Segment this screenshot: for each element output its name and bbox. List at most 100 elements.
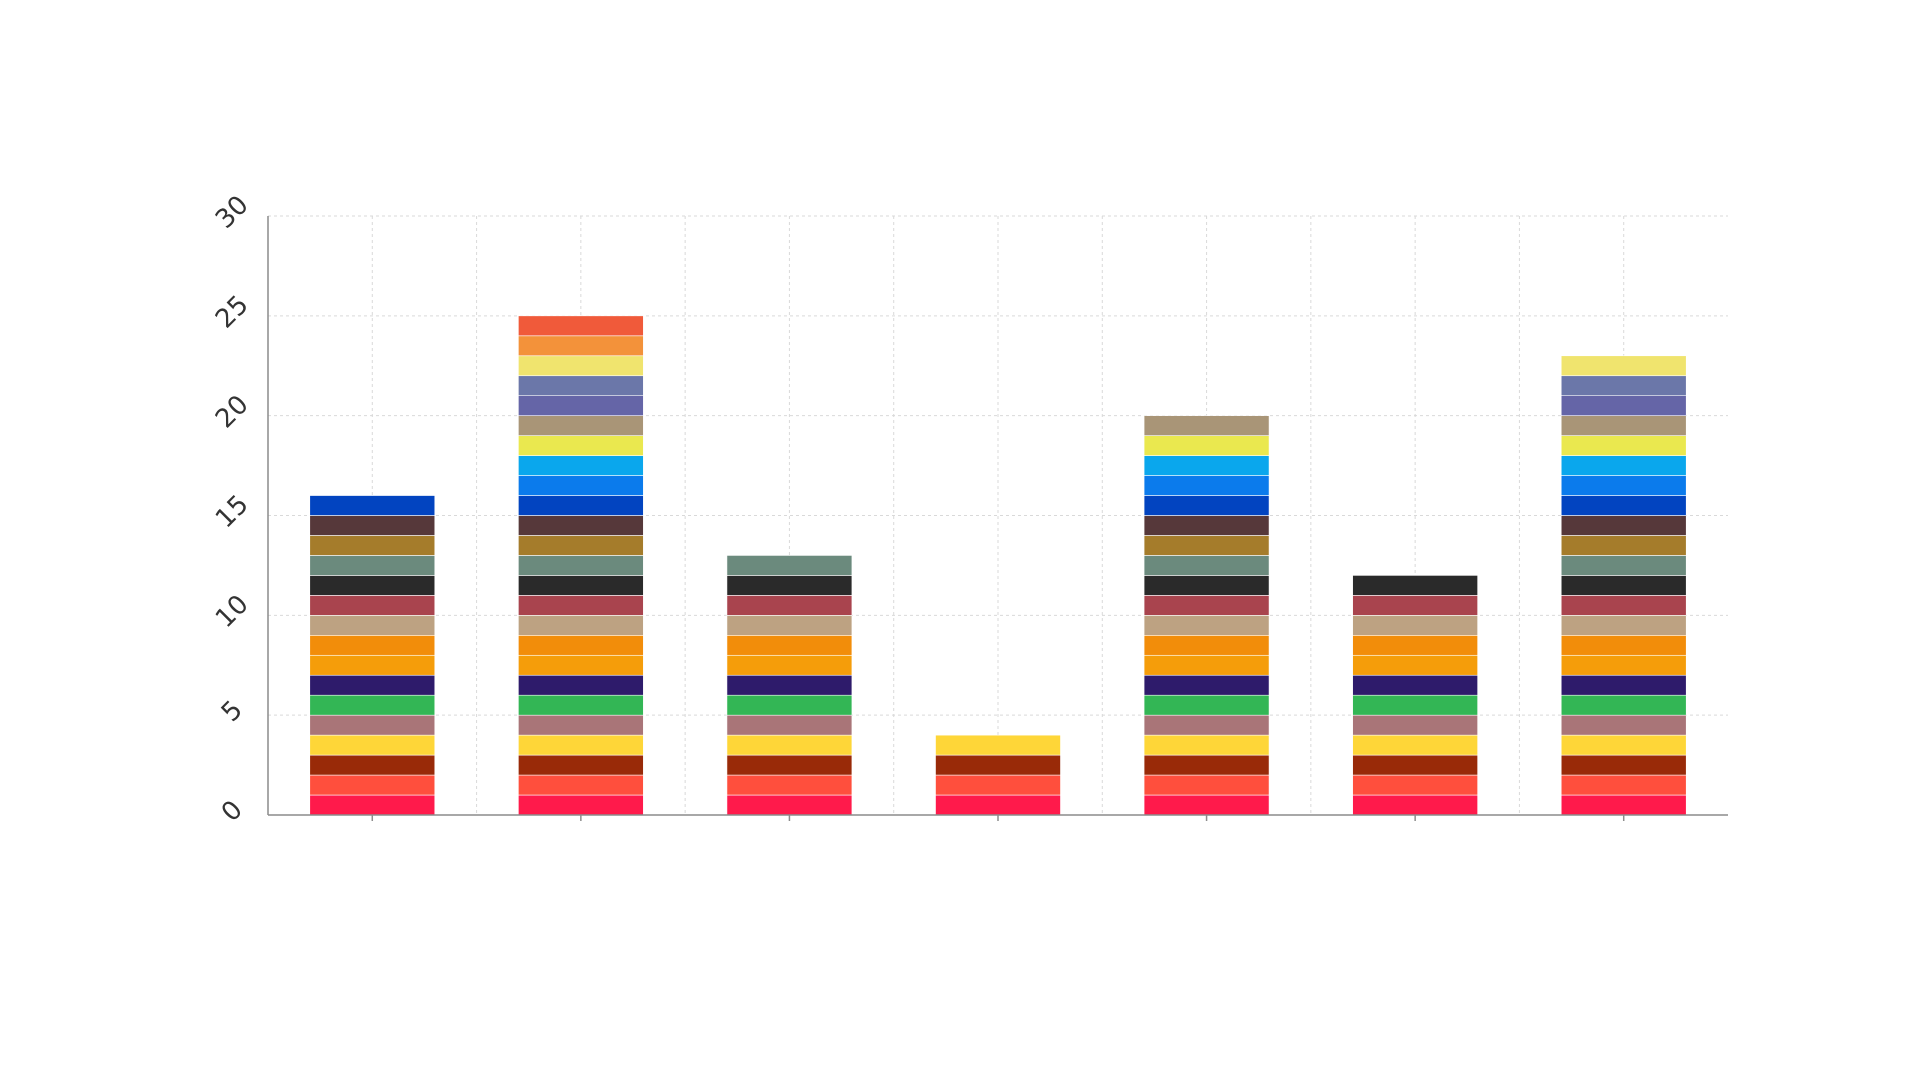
bar-segment [1560, 475, 1687, 496]
bar-segment [309, 515, 436, 536]
bar-segment [1352, 615, 1478, 636]
bar-segment [518, 455, 644, 476]
bar-segment [1143, 754, 1270, 776]
bar-segment [726, 654, 853, 676]
bar-segment [1560, 435, 1687, 456]
bar-segment [309, 734, 436, 756]
bar-segment [935, 754, 1061, 776]
bar-segment [1352, 654, 1478, 676]
bar-segment [1560, 674, 1687, 696]
bar-segment [518, 555, 644, 576]
bar-segment [1352, 774, 1478, 796]
bar-segment [518, 475, 644, 496]
bar-stack [309, 495, 436, 816]
bar-segment [1143, 455, 1270, 476]
bar-segment [726, 794, 853, 816]
bar-segment [518, 515, 644, 536]
bar-stack [518, 315, 644, 816]
axes [267, 216, 1728, 821]
bar-segment [1143, 415, 1270, 436]
bar-segment [1143, 714, 1270, 736]
bar-segment [1143, 535, 1270, 556]
bar-segment [726, 694, 853, 716]
bar-segment [1352, 575, 1478, 596]
bar-segment [1143, 575, 1270, 596]
bar-segment [935, 734, 1061, 756]
bar-segment [726, 754, 853, 776]
bar-segment [518, 415, 644, 436]
bar-segment [726, 774, 853, 796]
bar-segment [309, 674, 436, 696]
bar-segment [518, 355, 644, 377]
bar-segment [1143, 595, 1270, 616]
bar-segment [1143, 475, 1270, 496]
bar-segment [518, 634, 644, 656]
bar-segment [518, 754, 644, 776]
bar-segment [309, 495, 436, 516]
bars [309, 315, 1687, 816]
y-tick-label: 0 [216, 795, 249, 828]
bar-segment [726, 674, 853, 696]
bar-segment [309, 575, 436, 596]
bar-segment [309, 654, 436, 676]
bar-segment [1143, 495, 1270, 516]
bar-segment [518, 575, 644, 596]
bar-segment [518, 734, 644, 756]
bar-segment [1560, 375, 1687, 397]
bar-segment [1143, 555, 1270, 576]
bar-segment [1560, 754, 1687, 776]
bar-segment [518, 435, 644, 456]
bar-segment [309, 694, 436, 716]
bar-segment [726, 714, 853, 736]
y-tick-label: 20 [210, 390, 255, 435]
bar-segment [1560, 495, 1687, 516]
bar-segment [518, 375, 644, 397]
bar-stack [726, 555, 853, 816]
bar-segment [309, 595, 436, 616]
bar-segment [518, 395, 644, 416]
bar-segment [726, 615, 853, 636]
bar-segment [1143, 694, 1270, 716]
y-tick-label: 25 [210, 290, 255, 335]
bar-segment [1560, 555, 1687, 576]
bar-segment [1352, 674, 1478, 696]
bar-segment [1352, 794, 1478, 816]
bar-stack [935, 734, 1061, 816]
bar-segment [1352, 595, 1478, 616]
bar-segment [1143, 674, 1270, 696]
bar-segment [1560, 734, 1687, 756]
bar-segment [726, 575, 853, 596]
bar-segment [1143, 654, 1270, 676]
bar-segment [309, 555, 436, 576]
bar-segment [1560, 455, 1687, 476]
y-tick-label: 5 [216, 695, 249, 728]
bar-segment [1352, 634, 1478, 656]
bar-segment [935, 774, 1061, 796]
bar-segment [309, 754, 436, 776]
bar-segment [309, 535, 436, 556]
bar-segment [1560, 575, 1687, 596]
bar-segment [518, 674, 644, 696]
bar-segment [726, 734, 853, 756]
bar-segment [309, 774, 436, 796]
bar-segment [1560, 774, 1687, 796]
bar-segment [518, 335, 644, 357]
bar-segment [518, 694, 644, 716]
bar-segment [1560, 714, 1687, 736]
bar-segment [1560, 595, 1687, 616]
bar-segment [1143, 615, 1270, 636]
bar-stack [1352, 575, 1478, 816]
bar-segment [1143, 774, 1270, 796]
bar-segment [1143, 734, 1270, 756]
bar-segment [518, 714, 644, 736]
bar-segment [309, 714, 436, 736]
bar-segment [1143, 435, 1270, 456]
bar-segment [1143, 634, 1270, 656]
bar-segment [309, 634, 436, 656]
bar-segment [518, 495, 644, 516]
bar-segment [1560, 694, 1687, 716]
y-tick-label: 15 [210, 490, 255, 535]
y-tick-label: 10 [210, 589, 255, 634]
bar-segment [935, 794, 1061, 816]
